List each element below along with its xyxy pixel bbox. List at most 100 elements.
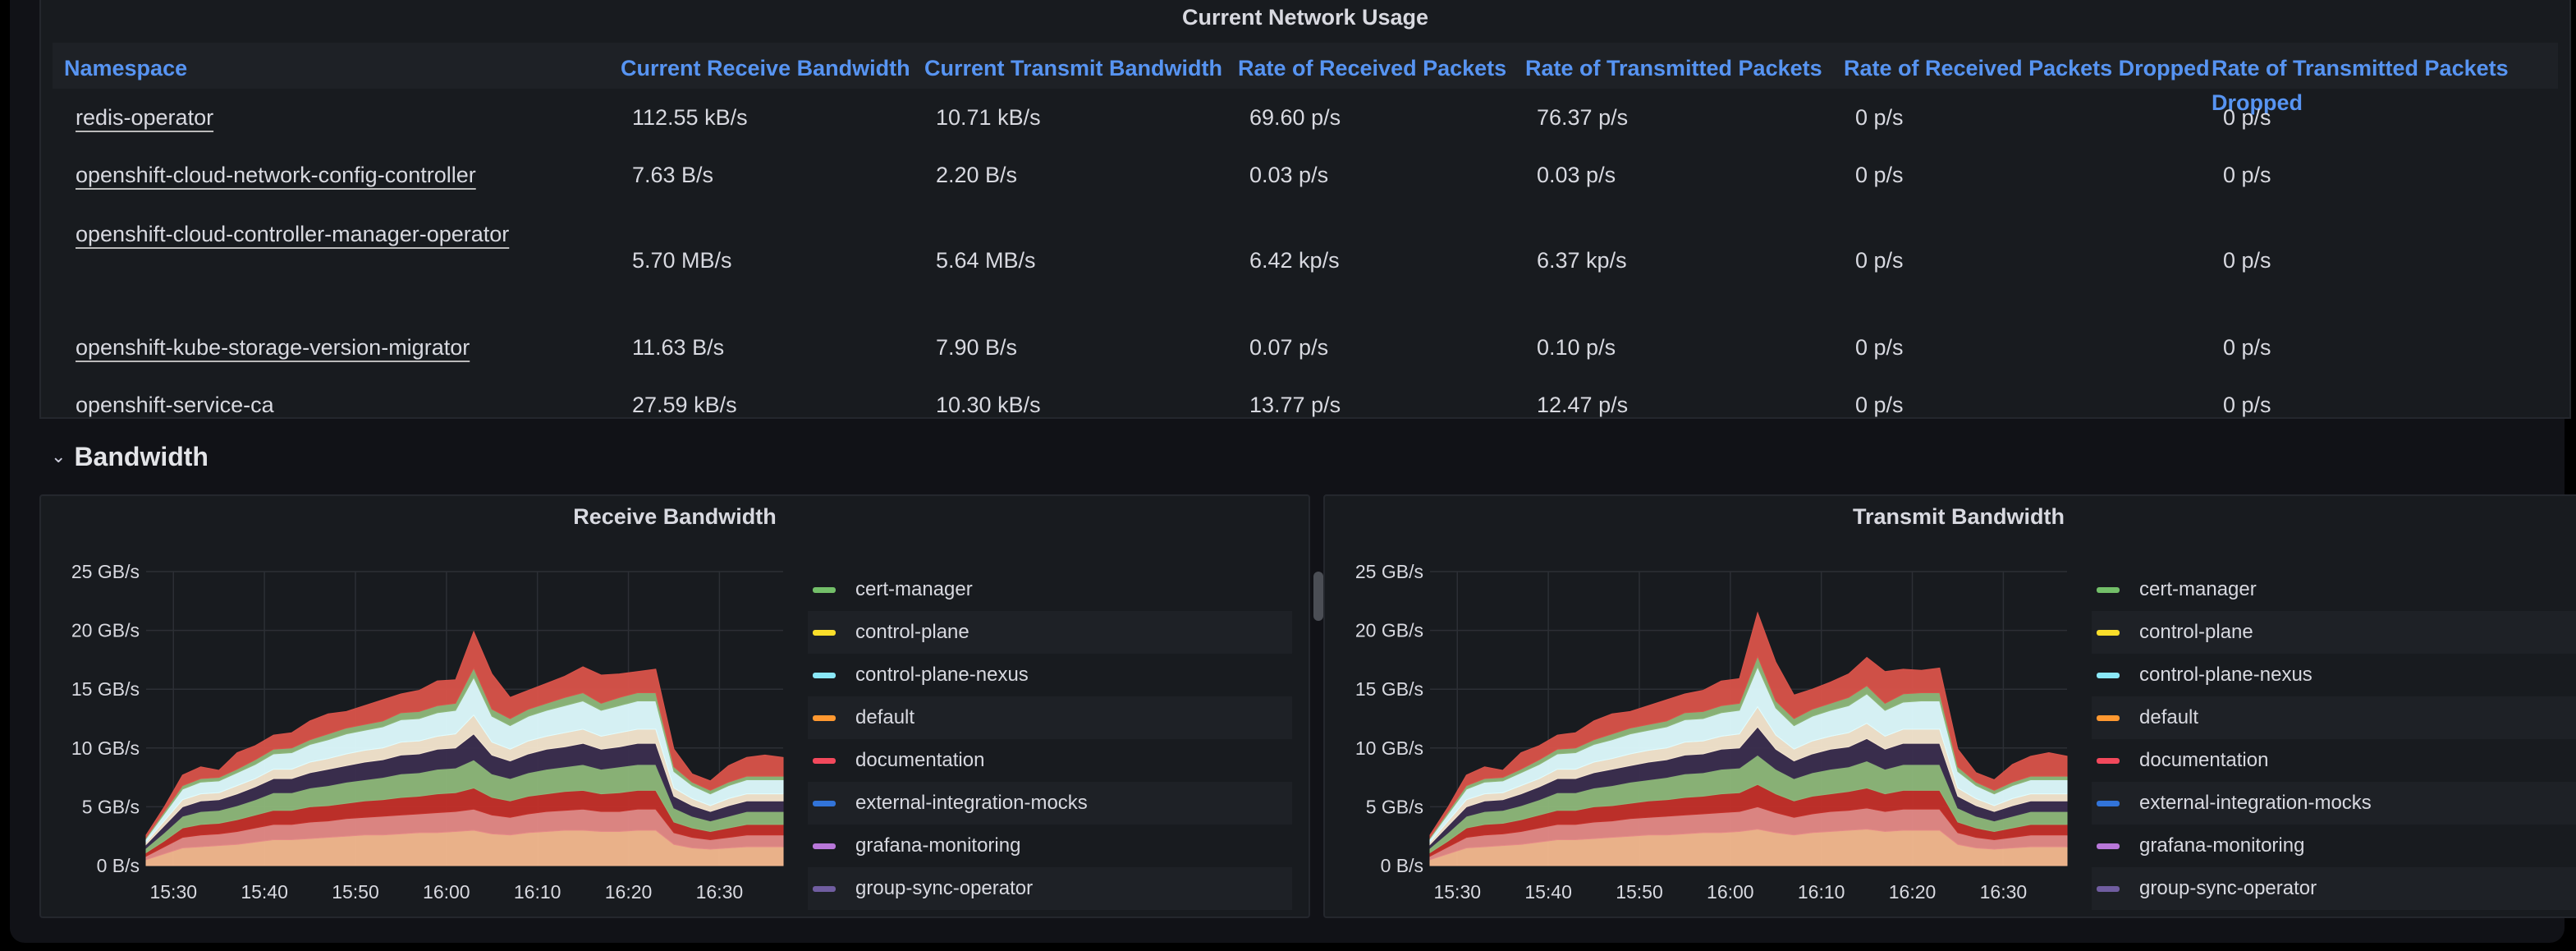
legend-item[interactable]: external-integration-mocks (2092, 782, 2576, 825)
legend-item[interactable]: external-integration-mocks (808, 782, 1292, 825)
tx-bandwidth: 10.71 kB/s (936, 105, 1041, 130)
legend-item[interactable]: documentation (808, 739, 1292, 782)
rx-dropped: 0 p/s (1855, 335, 1904, 360)
y-tick-label: 5 GB/s (1366, 796, 1423, 817)
col-transmitted-packets[interactable]: Rate of Transmitted Packets (1525, 56, 1822, 80)
legend-item[interactable]: control-plane-nexus (808, 654, 1292, 696)
legend-item[interactable]: default (808, 696, 1292, 739)
namespace-link[interactable]: openshift-service-ca (76, 393, 274, 417)
x-tick-label: 15:50 (1616, 881, 1663, 903)
legend-label: control-plane-nexus (2139, 664, 2312, 686)
legend-item[interactable]: control-plane (808, 611, 1292, 654)
legend-item[interactable]: cert-manager (808, 568, 1292, 611)
legend-item[interactable]: default (2092, 696, 2576, 739)
legend-swatch-icon (813, 885, 836, 892)
legend-label: external-integration-mocks (855, 792, 1088, 814)
network-usage-panel: Current Network Usage Namespace Current … (39, 0, 2571, 419)
legend-swatch-icon (813, 757, 836, 764)
tx-packets: 76.37 p/s (1537, 105, 1629, 130)
namespace-link[interactable]: redis-operator (76, 105, 214, 130)
legend-item[interactable]: group-sync-operator (2092, 867, 2576, 910)
legend-swatch-icon (813, 672, 836, 678)
legend-label: cert-manager (2139, 578, 2257, 600)
legend-label: default (855, 706, 915, 728)
chart-legend: cert-manager control-plane control-plane-n… (808, 568, 1292, 910)
rx-dropped: 0 p/s (1855, 248, 1904, 273)
rx-bandwidth: 11.63 B/s (632, 335, 725, 360)
rx-packets: 6.42 kp/s (1249, 248, 1340, 273)
chart-title: Transmit Bandwidth (1852, 504, 2065, 529)
x-tick-label: 15:30 (149, 881, 197, 903)
col-receive-bandwidth[interactable]: Current Receive Bandwidth (621, 56, 910, 80)
legend-swatch-icon (813, 843, 836, 849)
tx-dropped: 0 p/s (2223, 393, 2271, 417)
legend-item[interactable]: grafana-monitoring (2092, 825, 2576, 867)
y-tick-label: 25 GB/s (1355, 561, 1423, 582)
tx-dropped: 0 p/s (2223, 163, 2271, 187)
legend-label: group-sync-operator (855, 877, 1034, 899)
chevron-down-icon[interactable]: ⌄ (51, 446, 66, 466)
y-tick-label: 10 GB/s (71, 737, 140, 759)
col-namespace[interactable]: Namespace (64, 56, 188, 80)
y-tick-label: 5 GB/s (82, 796, 140, 817)
col-received-dropped[interactable]: Rate of Received Packets Dropped (1844, 56, 2210, 80)
y-tick-label: 25 GB/s (71, 561, 140, 582)
tx-dropped: 0 p/s (2223, 335, 2271, 360)
x-tick-label: 15:40 (1524, 881, 1572, 903)
y-tick-label: 20 GB/s (1355, 620, 1423, 641)
rx-bandwidth: 5.70 MB/s (632, 248, 732, 273)
rx-packets: 13.77 p/s (1249, 393, 1341, 417)
legend-label: default (2139, 706, 2199, 728)
legend-swatch-icon (813, 629, 836, 636)
legend-label: control-plane-nexus (855, 664, 1029, 686)
legend-item[interactable]: documentation (2092, 739, 2576, 782)
legend-label: group-sync-operator (2139, 877, 2317, 899)
col-transmit-bandwidth[interactable]: Current Transmit Bandwidth (924, 56, 1223, 80)
dashboard-frame: Current Network Usage Namespace Current … (10, 0, 2576, 943)
tx-bandwidth: 5.64 MB/s (936, 248, 1036, 273)
receive-bandwidth-chart[interactable]: 0 B/s 5 GB/s 10 GB/s 15 GB/s 20 GB/s 25 GB/s 1… (41, 496, 829, 917)
legend-label: cert-manager (855, 578, 973, 600)
legend-item[interactable]: control-plane (2092, 611, 2576, 654)
rx-packets: 69.60 p/s (1249, 105, 1341, 130)
col-received-packets[interactable]: Rate of Received Packets (1238, 56, 1507, 80)
y-tick-label: 10 GB/s (1355, 737, 1423, 759)
x-tick-label: 16:30 (1980, 881, 2028, 903)
x-tick-label: 15:50 (332, 881, 379, 903)
network-usage-title: Current Network Usage (1181, 5, 1429, 30)
series-area (1429, 611, 2068, 839)
namespace-link[interactable]: openshift-kube-storage-version-migrator (76, 335, 470, 360)
x-tick-label: 16:10 (1798, 881, 1845, 903)
legend-swatch-icon (2097, 714, 2120, 721)
legend-label: control-plane (2139, 621, 2253, 643)
y-tick-label: 15 GB/s (1355, 678, 1423, 700)
legend-swatch-icon (2097, 800, 2120, 806)
col-transmitted-dropped[interactable]: Rate of Transmitted Packets Dropped (2212, 56, 2509, 115)
chart-legend: cert-manager control-plane control-plane-n… (2092, 568, 2576, 910)
legend-swatch-icon (2097, 586, 2120, 593)
rx-dropped: 0 p/s (1855, 105, 1904, 130)
legend-item[interactable]: control-plane-nexus (2092, 654, 2576, 696)
x-tick-label: 16:00 (423, 881, 470, 903)
legend-item[interactable]: grafana-monitoring (808, 825, 1292, 867)
bandwidth-row-header[interactable]: ⌄ Bandwidth (51, 434, 209, 480)
rx-bandwidth: 112.55 kB/s (632, 105, 748, 130)
x-tick-label: 16:20 (605, 881, 653, 903)
rx-dropped: 0 p/s (1855, 163, 1904, 187)
namespace-link[interactable]: openshift-cloud-controller-manager-opera… (76, 222, 510, 246)
transmit-bandwidth-chart[interactable]: 0 B/s 5 GB/s 10 GB/s 15 GB/s 20 GB/s 25 GB/s 1… (1325, 496, 2113, 917)
legend-swatch-icon (2097, 757, 2120, 764)
tx-dropped: 0 p/s (2223, 248, 2271, 273)
legend-label: documentation (2139, 749, 2269, 771)
rx-bandwidth: 7.63 B/s (632, 163, 714, 187)
rx-packets: 0.07 p/s (1249, 335, 1329, 360)
transmit-bandwidth-panel: Transmit Bandwidth 0 B/s 5 GB/s 10 GB/s 15 … (1323, 494, 2576, 918)
legend-swatch-icon (813, 800, 836, 806)
legend-item[interactable]: group-sync-operator (808, 867, 1292, 910)
namespace-link[interactable]: openshift-cloud-network-config-controlle… (76, 163, 476, 187)
y-tick-label: 20 GB/s (71, 620, 140, 641)
bandwidth-section-title[interactable]: Bandwidth (74, 441, 209, 471)
y-tick-label: 0 B/s (97, 855, 140, 876)
legend-item[interactable]: cert-manager (2092, 568, 2576, 611)
legend-scrollbar[interactable] (1313, 572, 1323, 621)
